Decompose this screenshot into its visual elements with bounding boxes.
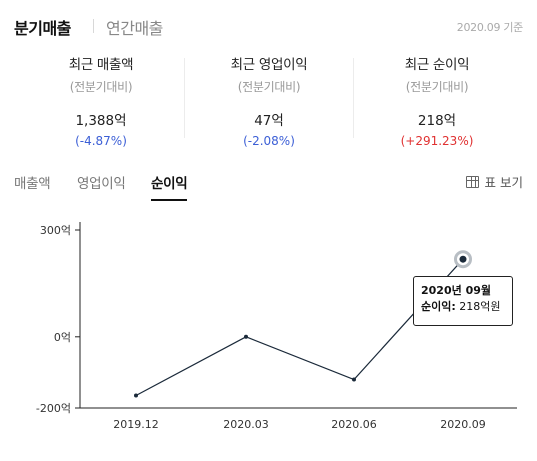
metric-change: (-4.87%) <box>75 134 127 148</box>
metric-change: (-2.08%) <box>243 134 295 148</box>
metric-subtitle: (전분기대비) <box>69 80 133 94</box>
metric-subtitle: (전분기대비) <box>237 80 301 94</box>
metric-divider <box>184 58 185 138</box>
chart-tabs: 매출액 영업이익 순이익 표 보기 <box>0 168 537 201</box>
metric-subtitle: (전분기대비) <box>405 80 469 94</box>
data-point[interactable] <box>352 377 356 382</box>
data-points <box>134 250 472 398</box>
x-ticks: 2019.12 2020.03 2020.06 2020.09 <box>113 418 486 431</box>
chart-tooltip: 2020년 09월 순이익: 218억원 <box>413 276 513 326</box>
metric-title: 최근 매출액 <box>68 57 134 73</box>
x-tick-label: 2020.06 <box>331 418 377 431</box>
table-icon <box>465 175 479 188</box>
tab-quarterly-sales[interactable]: 분기매출 <box>14 19 71 38</box>
x-tick-label: 2019.12 <box>113 418 159 431</box>
period-header: 분기매출 연간매출 2020.09 기준 <box>0 0 537 44</box>
tab-annual-sales[interactable]: 연간매출 <box>106 19 163 38</box>
table-view-label: 표 보기 <box>484 175 523 190</box>
y-tick-label: 300억 <box>40 224 71 237</box>
series-line <box>135 258 464 397</box>
data-point[interactable] <box>134 393 138 398</box>
net-income-line-chart: 300억 0억 -200억 2019.12 2020.03 2020.06 2020.09 <box>36 222 517 431</box>
data-point[interactable] <box>244 334 248 339</box>
metric-revenue: 최근 매출액 (전분기대비) 1,388억 (-4.87%) <box>21 50 181 148</box>
x-tick-label: 2020.09 <box>440 418 486 431</box>
y-tick-label: 0억 <box>54 331 71 344</box>
tab-operating-profit[interactable]: 영업이익 <box>77 176 126 192</box>
data-point[interactable] <box>459 255 467 263</box>
basis-date: 2020.09 기준 <box>456 21 524 34</box>
summary-metrics: 최근 매출액 (전분기대비) 1,388억 (-4.87%) 최근 영업이익 (… <box>0 50 537 150</box>
metric-value: 1,388억 <box>75 113 127 129</box>
tooltip-label: 순이익: <box>421 300 456 313</box>
tab-net-income[interactable]: 순이익 <box>151 172 188 201</box>
tab-divider <box>93 19 94 33</box>
metric-net-income: 최근 순이익 (전분기대비) 218억 (+291.23%) <box>357 50 517 148</box>
tooltip-date: 2020년 09월 <box>421 284 491 297</box>
metric-change: (+291.23%) <box>400 134 474 148</box>
table-view-button[interactable]: 표 보기 <box>465 172 523 191</box>
tab-revenue[interactable]: 매출액 <box>14 176 51 192</box>
y-tick-label: -200억 <box>36 402 71 415</box>
metric-divider <box>353 58 354 138</box>
tooltip-value: 218억원 <box>459 300 501 313</box>
metric-value: 218억 <box>417 113 457 129</box>
y-ticks: 300억 0억 -200억 <box>36 224 80 415</box>
metric-title: 최근 순이익 <box>404 57 470 73</box>
metric-operating-profit: 최근 영업이익 (전분기대비) 47억 (-2.08%) <box>189 50 349 148</box>
metric-title: 최근 영업이익 <box>230 57 308 73</box>
x-tick-label: 2020.03 <box>223 418 269 431</box>
metric-value: 47억 <box>254 113 284 129</box>
